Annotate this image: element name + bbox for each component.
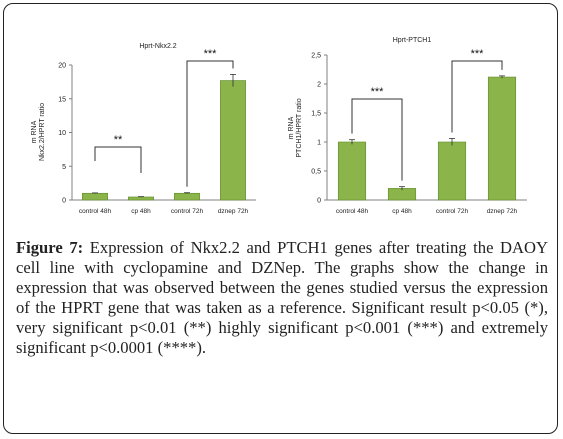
- chart1-ytick-label: 10: [58, 130, 66, 137]
- chart1-category-label: cp 48h: [131, 208, 151, 215]
- chart1-category-label: dznep 72h: [218, 208, 249, 215]
- chart2-significance-bracket: [351, 98, 403, 181]
- chart-nkx22: Hprt-Nkx2.2m RNA Nkx2.2/HPRT ratio0510152…: [31, 37, 527, 215]
- chart1-significance-label: **: [114, 134, 123, 146]
- chart2-category-label: dznep 72h: [487, 208, 518, 215]
- figure-charts: Hprt-Nkx2.2 m RNA Nkx2.2/HPRT ratio 0 5 10 15 2…: [31, 37, 527, 215]
- chart1-bar: [82, 192, 108, 201]
- chart2-ytick-label: 2: [317, 82, 321, 89]
- chart1-ylabel-line: Nkx2.2/HPRT ratio: [39, 103, 46, 161]
- chart1-bar: [220, 80, 246, 201]
- chart2-category-label: cp 48h: [392, 208, 412, 215]
- chart2-bar: [437, 141, 467, 201]
- chart2-ytick-label: 1: [317, 140, 321, 147]
- chart2-ylabel-line: PTCH1/HPRT ratio: [296, 98, 303, 157]
- figure-caption: Figure 7: Expression of Nkx2.2 and PTCH1…: [16, 238, 548, 358]
- chart1-significance-label: ***: [204, 48, 218, 60]
- chart2-ytick-label: 2,5: [311, 53, 321, 60]
- chart1-ytick-label: 15: [58, 96, 66, 103]
- caption-text: Expression of Nkx2.2 and PTCH1 genes aft…: [16, 238, 548, 357]
- chart2-category-label: control 48h: [336, 208, 369, 215]
- chart2-significance-bracket: [451, 60, 503, 133]
- chart1-bar: [174, 192, 200, 201]
- chart1-ylabel-line: m RNA: [31, 120, 38, 143]
- caption-label: Figure 7:: [16, 238, 84, 257]
- chart1-ytick-label: 0: [62, 198, 66, 205]
- chart1-ytick-label: 5: [62, 164, 66, 171]
- chart1-title: Hprt-Nkx2.2: [139, 43, 176, 50]
- chart2-ytick-label: 0: [317, 198, 321, 205]
- chart1-ytick-label: 20: [58, 63, 66, 70]
- chart2-ylabel-line: m RNA: [288, 116, 295, 139]
- chart1-significance-bracket: [94, 146, 142, 173]
- chart2-bar: [337, 141, 367, 201]
- chart2-ytick-label: 0,5: [311, 169, 321, 176]
- chart1-significance-bracket: [186, 60, 234, 187]
- chart2-title: Hprt-PTCH1: [393, 37, 432, 44]
- chart2-significance-label: ***: [371, 86, 385, 98]
- figure-frame: [3, 3, 558, 434]
- chart1-bar: [128, 196, 154, 201]
- chart1-category-label: control 48h: [79, 208, 112, 215]
- chart2-bar: [487, 76, 517, 201]
- chart2-category-label: control 72h: [436, 208, 469, 215]
- chart1-category-label: control 72h: [171, 208, 204, 215]
- chart2-ytick-label: 1,5: [311, 111, 321, 118]
- chart2-significance-label: ***: [471, 48, 485, 60]
